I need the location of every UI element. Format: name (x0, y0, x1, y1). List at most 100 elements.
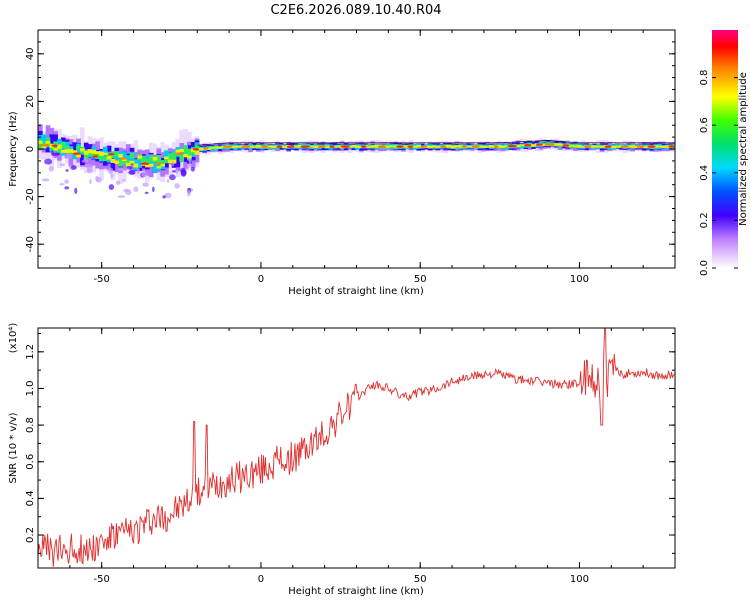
heat-cell (389, 145, 395, 147)
heat-cell (217, 146, 223, 149)
heat-hotspot (92, 155, 99, 158)
heat-cell (221, 145, 227, 150)
heat-cell (446, 145, 452, 148)
heat-blob (188, 158, 192, 164)
heat-cell (76, 154, 81, 158)
heat-cell (125, 155, 131, 166)
heat-cell (573, 145, 578, 148)
heat-blob (169, 174, 176, 181)
heat-hotspot (440, 145, 446, 148)
heat-cell (282, 146, 288, 148)
heat-cell (99, 154, 104, 161)
heat-hotspot (668, 145, 675, 148)
heat-cell (294, 145, 299, 148)
heat-cell (106, 153, 112, 159)
heat-cell (187, 150, 192, 161)
heat-cell (122, 151, 127, 160)
heat-cell (87, 151, 93, 157)
heat-cell (194, 151, 200, 155)
heat-blob (133, 186, 139, 192)
heat-cell (114, 160, 120, 164)
heat-cell (53, 141, 58, 147)
heat-cell (206, 147, 211, 150)
heat-cell (87, 149, 93, 168)
heat-cell (160, 163, 165, 167)
heat-blob (64, 179, 69, 184)
spectrogram-panel: -50 0 50 100 -40 -20 0 20 40 Height of straight … (8, 29, 676, 297)
heat-cell (118, 159, 123, 167)
heat-hotspot (604, 145, 612, 148)
heat-blob (172, 160, 175, 167)
heat-cell (267, 145, 272, 148)
heat-blob (164, 192, 172, 199)
heat-hotspot (203, 147, 209, 150)
heat-blob (86, 166, 94, 174)
heat-hotspot (493, 145, 499, 148)
heat-hotspot (300, 145, 310, 148)
x-tick-label: 0 (258, 574, 264, 585)
heat-cell (190, 148, 196, 153)
colorbar-ticks: 0.0 0.2 0.4 0.6 0.8 (699, 70, 738, 276)
heat-blob (117, 168, 125, 171)
heat-cell (87, 149, 93, 154)
heat-cell (252, 146, 257, 148)
heat-cell (611, 145, 616, 149)
heat-cell (122, 159, 127, 164)
heat-cell (148, 155, 154, 162)
heat-cell (80, 148, 85, 152)
heat-blob (41, 178, 50, 182)
heat-cell (332, 145, 337, 148)
heat-cell (68, 149, 74, 153)
heat-cell (431, 145, 437, 148)
heat-cell (145, 158, 150, 166)
heat-hotspot (507, 144, 517, 148)
heat-cell (38, 135, 43, 145)
heat-cell (99, 151, 104, 156)
heat-cell (102, 156, 108, 162)
heat-cell (167, 153, 173, 161)
heat-cell (450, 145, 456, 149)
x-tick-label: 50 (414, 574, 427, 585)
heat-cell (164, 158, 169, 164)
heat-cell (60, 141, 66, 149)
heat-cell (580, 145, 586, 148)
heat-blob (126, 166, 133, 170)
heat-cell (76, 145, 81, 150)
heat-cell (38, 140, 43, 144)
heat-scatter (41, 150, 195, 199)
heat-hotspot (562, 144, 570, 147)
heat-hotspot (396, 145, 404, 148)
heat-hotspot (286, 145, 295, 148)
heat-hotspot (636, 145, 645, 148)
heat-cell (160, 160, 165, 166)
heat-cell (209, 147, 215, 149)
heat-cell (519, 144, 525, 148)
heat-cell (596, 145, 601, 148)
heat-cell (183, 145, 188, 154)
heat-cell (454, 145, 460, 148)
heat-cell (129, 160, 135, 164)
heat-cell (355, 145, 360, 148)
heat-cell (213, 146, 219, 149)
y-tick-label: 0.8 (25, 417, 36, 433)
heat-blob (55, 152, 61, 155)
spectrogram-x-label: Height of straight line (km) (288, 286, 424, 297)
heat-cell (152, 162, 158, 173)
heat-cell (114, 151, 120, 157)
heat-cell (458, 145, 464, 148)
colorbar: 0.0 0.2 0.4 0.6 0.8 Normalized spectral ampl… (699, 30, 749, 276)
heat-cell (542, 144, 548, 146)
heat-hotspot (154, 162, 162, 165)
heat-cell (385, 145, 391, 148)
x-tick-label: 100 (570, 274, 589, 285)
heat-cell (255, 145, 261, 148)
heat-blob (48, 166, 55, 172)
heat-blob (44, 158, 53, 165)
heat-cell (630, 145, 636, 148)
heat-cell (129, 153, 135, 159)
heat-contour (197, 140, 675, 146)
x-tick-label: -50 (94, 574, 110, 585)
heat-hotspot (72, 152, 82, 155)
heat-cell (179, 154, 185, 162)
heat-cell (599, 145, 605, 148)
